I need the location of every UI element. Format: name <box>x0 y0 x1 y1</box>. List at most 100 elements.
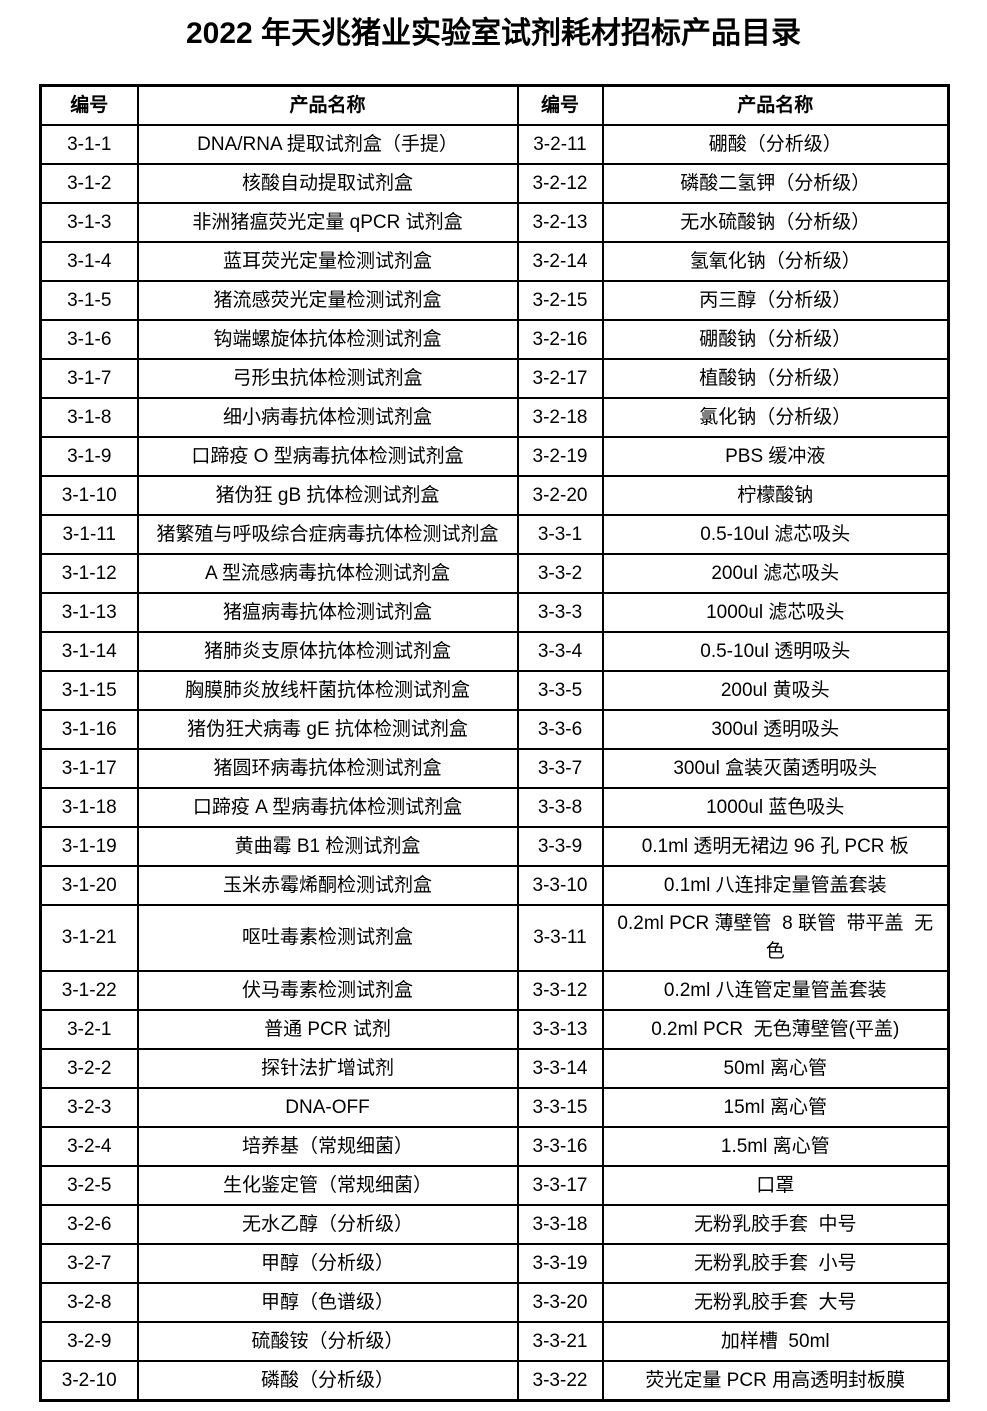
product-name-cell: 15ml 离心管 <box>601 1087 950 1128</box>
item-id-cell: 3-3-13 <box>516 1009 604 1050</box>
item-id-cell: 3-1-4 <box>39 241 139 282</box>
table-row: 3-1-1 DNA/RNA 提取试剂盒（手提） 3-2-11 硼酸（分析级） <box>39 124 950 165</box>
product-catalog-table: 编号 产品名称 编号 产品名称 3-1-1 DNA/RNA 提取试剂盒（手提） 3-… <box>39 84 950 1402</box>
header-id-right: 编号 <box>516 84 604 126</box>
item-id-cell: 3-2-14 <box>516 241 604 282</box>
product-name-cell: 300ul 透明吸头 <box>601 709 950 750</box>
item-id-cell: 3-1-20 <box>39 865 139 906</box>
product-name-cell: 胸膜肺炎放线杆菌抗体检测试剂盒 <box>136 670 519 711</box>
product-name-cell: 300ul 盒装灭菌透明吸头 <box>601 748 950 789</box>
product-name-cell: A 型流感病毒抗体检测试剂盒 <box>136 553 519 594</box>
product-name-cell: 氯化钠（分析级） <box>601 397 950 438</box>
table-row: 3-1-5 猪流感荧光定量检测试剂盒 3-2-15 丙三醇（分析级） <box>39 280 950 321</box>
table-row: 3-1-2 核酸自动提取试剂盒 3-2-12 磷酸二氢钾（分析级） <box>39 163 950 204</box>
item-id-cell: 3-2-12 <box>516 163 604 204</box>
item-id-cell: 3-1-13 <box>39 592 139 633</box>
product-name-cell: 核酸自动提取试剂盒 <box>136 163 519 204</box>
item-id-cell: 3-1-21 <box>39 904 139 972</box>
table-row: 3-2-10 磷酸（分析级） 3-3-22 荧光定量 PCR 用高透明封板膜 <box>39 1360 950 1402</box>
item-id-cell: 3-1-8 <box>39 397 139 438</box>
item-id-cell: 3-1-10 <box>39 475 139 516</box>
product-name-cell: 探针法扩增试剂 <box>136 1048 519 1089</box>
product-name-cell: 弓形虫抗体检测试剂盒 <box>136 358 519 399</box>
item-id-cell: 3-1-17 <box>39 748 139 789</box>
item-id-cell: 3-3-10 <box>516 865 604 906</box>
product-name-cell: 无水乙醇（分析级） <box>136 1204 519 1245</box>
product-name-cell: 0.5-10ul 透明吸头 <box>601 631 950 672</box>
item-id-cell: 3-2-7 <box>39 1243 139 1284</box>
item-id-cell: 3-3-14 <box>516 1048 604 1089</box>
item-id-cell: 3-2-5 <box>39 1165 139 1206</box>
item-id-cell: 3-2-4 <box>39 1126 139 1167</box>
header-name-right: 产品名称 <box>601 84 950 126</box>
table-row: 3-1-22 伏马毒素检测试剂盒 3-3-12 0.2ml 八连管定量管盖套装 <box>39 970 950 1011</box>
product-name-cell: 50ml 离心管 <box>601 1048 950 1089</box>
item-id-cell: 3-2-13 <box>516 202 604 243</box>
table-row: 3-1-7 弓形虫抗体检测试剂盒 3-2-17 植酸钠（分析级） <box>39 358 950 399</box>
product-name-cell: 猪伪狂 gB 抗体检测试剂盒 <box>136 475 519 516</box>
item-id-cell: 3-2-10 <box>39 1360 139 1402</box>
item-id-cell: 3-1-6 <box>39 319 139 360</box>
item-id-cell: 3-1-15 <box>39 670 139 711</box>
table-row: 3-2-1 普通 PCR 试剂 3-3-13 0.2ml PCR 无色薄壁管(平盖) <box>39 1009 950 1050</box>
product-name-cell: 口蹄疫 O 型病毒抗体检测试剂盒 <box>136 436 519 477</box>
product-name-cell: 非洲猪瘟荧光定量 qPCR 试剂盒 <box>136 202 519 243</box>
item-id-cell: 3-1-22 <box>39 970 139 1011</box>
product-name-cell: 1.5ml 离心管 <box>601 1126 950 1167</box>
table-row: 3-2-4 培养基（常规细菌） 3-3-16 1.5ml 离心管 <box>39 1126 950 1167</box>
item-id-cell: 3-2-16 <box>516 319 604 360</box>
product-name-cell: 氢氧化钠（分析级） <box>601 241 950 282</box>
item-id-cell: 3-2-20 <box>516 475 604 516</box>
product-name-cell: 黄曲霉 B1 检测试剂盒 <box>136 826 519 867</box>
item-id-cell: 3-3-17 <box>516 1165 604 1206</box>
table-row: 3-1-13 猪瘟病毒抗体检测试剂盒 3-3-3 1000ul 滤芯吸头 <box>39 592 950 633</box>
header-row: 编号 产品名称 编号 产品名称 <box>39 84 950 126</box>
item-id-cell: 3-3-2 <box>516 553 604 594</box>
item-id-cell: 3-3-8 <box>516 787 604 828</box>
product-name-cell: 0.2ml PCR 无色薄壁管(平盖) <box>601 1009 950 1050</box>
product-name-cell: 植酸钠（分析级） <box>601 358 950 399</box>
item-id-cell: 3-1-7 <box>39 358 139 399</box>
item-id-cell: 3-3-21 <box>516 1321 604 1362</box>
product-name-cell: 猪流感荧光定量检测试剂盒 <box>136 280 519 321</box>
item-id-cell: 3-3-15 <box>516 1087 604 1128</box>
item-id-cell: 3-2-11 <box>516 124 604 165</box>
table-row: 3-2-9 硫酸铵（分析级） 3-3-21 加样槽 50ml <box>39 1321 950 1362</box>
table-row: 3-1-12 A 型流感病毒抗体检测试剂盒 3-3-2 200ul 滤芯吸头 <box>39 553 950 594</box>
item-id-cell: 3-3-16 <box>516 1126 604 1167</box>
product-name-cell: 甲醇（分析级） <box>136 1243 519 1284</box>
item-id-cell: 3-1-11 <box>39 514 139 555</box>
product-name-cell: 甲醇（色谱级） <box>136 1282 519 1323</box>
item-id-cell: 3-2-18 <box>516 397 604 438</box>
table-row: 3-1-10 猪伪狂 gB 抗体检测试剂盒 3-2-20 柠檬酸钠 <box>39 475 950 516</box>
item-id-cell: 3-3-20 <box>516 1282 604 1323</box>
item-id-cell: 3-3-18 <box>516 1204 604 1245</box>
table-row: 3-1-8 细小病毒抗体检测试剂盒 3-2-18 氯化钠（分析级） <box>39 397 950 438</box>
product-name-cell: 磷酸二氢钾（分析级） <box>601 163 950 204</box>
product-name-cell: 猪瘟病毒抗体检测试剂盒 <box>136 592 519 633</box>
table-row: 3-2-6 无水乙醇（分析级） 3-3-18 无粉乳胶手套 中号 <box>39 1204 950 1245</box>
product-name-cell: 0.1ml 八连排定量管盖套装 <box>601 865 950 906</box>
product-name-cell: 培养基（常规细菌） <box>136 1126 519 1167</box>
product-name-cell: 口罩 <box>601 1165 950 1206</box>
product-name-cell: 200ul 黄吸头 <box>601 670 950 711</box>
item-id-cell: 3-2-1 <box>39 1009 139 1050</box>
product-name-cell: 硼酸（分析级） <box>601 124 950 165</box>
product-name-cell: 200ul 滤芯吸头 <box>601 553 950 594</box>
product-name-cell: 细小病毒抗体检测试剂盒 <box>136 397 519 438</box>
product-name-cell: 硼酸钠（分析级） <box>601 319 950 360</box>
product-name-cell: 无粉乳胶手套 小号 <box>601 1243 950 1284</box>
item-id-cell: 3-2-17 <box>516 358 604 399</box>
product-name-cell: 生化鉴定管（常规细菌） <box>136 1165 519 1206</box>
item-id-cell: 3-3-12 <box>516 970 604 1011</box>
item-id-cell: 3-3-19 <box>516 1243 604 1284</box>
table-row: 3-1-11 猪繁殖与呼吸综合症病毒抗体检测试剂盒 3-3-1 0.5-10ul 滤芯… <box>39 514 950 555</box>
item-id-cell: 3-3-3 <box>516 592 604 633</box>
table-row: 3-2-8 甲醇（色谱级） 3-3-20 无粉乳胶手套 大号 <box>39 1282 950 1323</box>
table-row: 3-1-17 猪圆环病毒抗体检测试剂盒 3-3-7 300ul 盒装灭菌透明吸头 <box>39 748 950 789</box>
product-name-cell: 0.1ml 透明无裙边 96 孔 PCR 板 <box>601 826 950 867</box>
product-name-cell: 1000ul 滤芯吸头 <box>601 592 950 633</box>
product-name-cell: 普通 PCR 试剂 <box>136 1009 519 1050</box>
table-row: 3-1-21 呕吐毒素检测试剂盒 3-3-11 0.2ml PCR 薄壁管 8 联管 … <box>39 904 950 972</box>
